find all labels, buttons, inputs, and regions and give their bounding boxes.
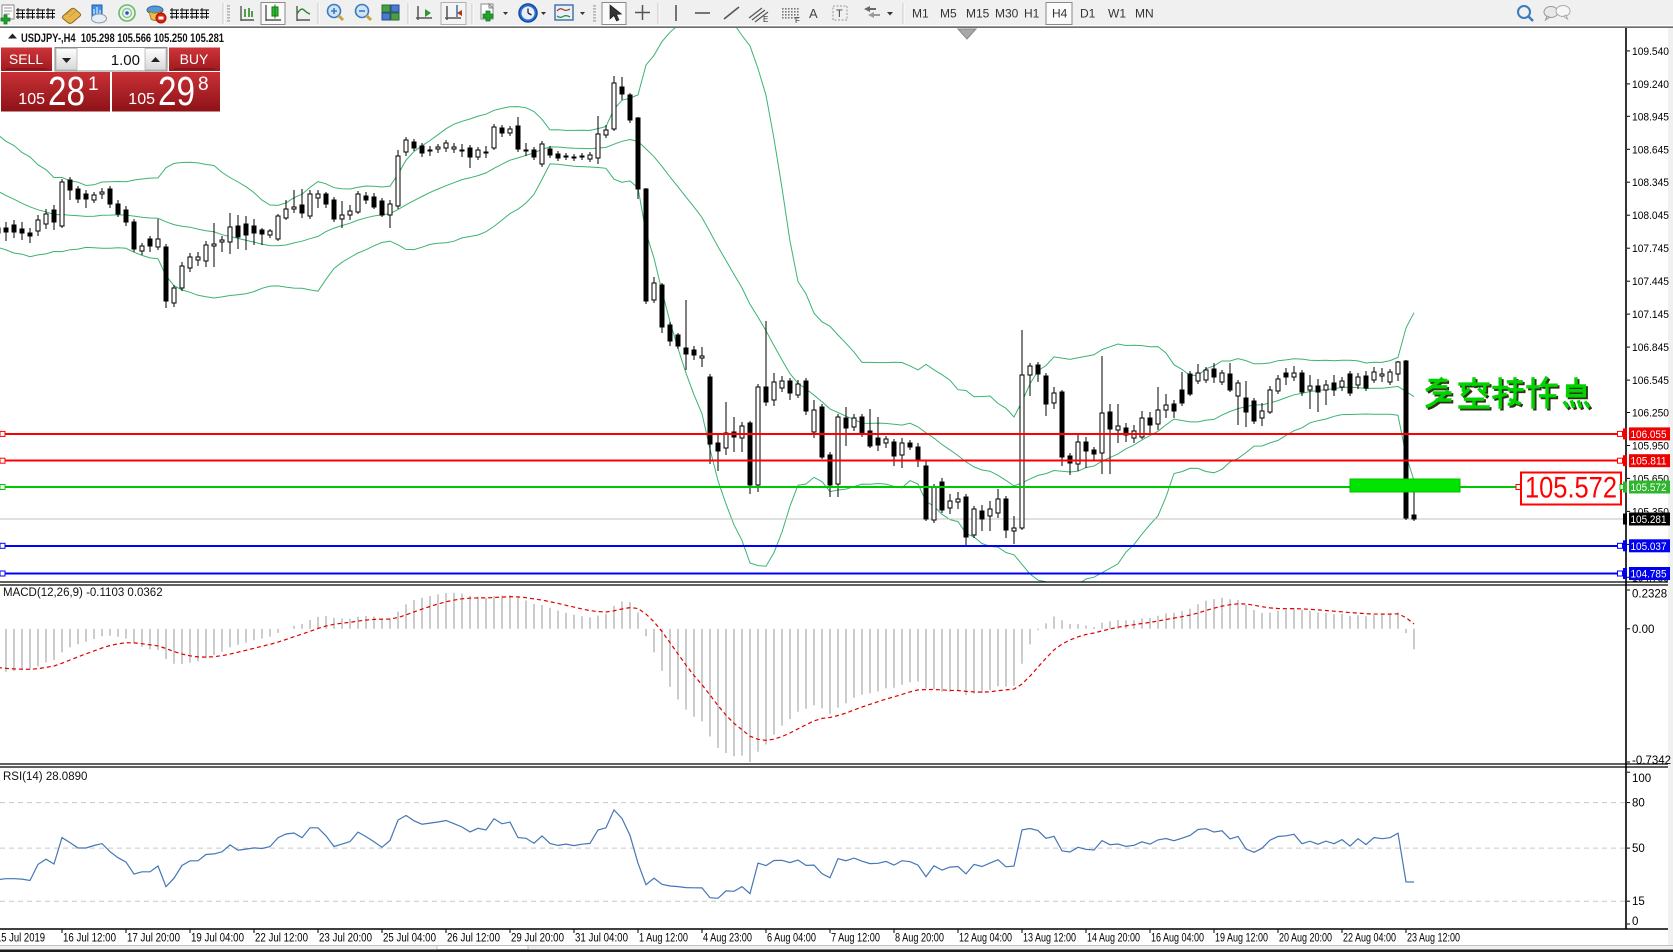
svg-text:107.745: 107.745 — [1632, 243, 1669, 255]
svg-text:MACD(12,26,9) -0.1103 0.0362: MACD(12,26,9) -0.1103 0.0362 — [3, 587, 163, 599]
svg-text:RSI(14) 28.0890: RSI(14) 28.0890 — [3, 771, 87, 783]
svg-text:22 Aug 04:00: 22 Aug 04:00 — [1343, 933, 1396, 945]
svg-text:SELL: SELL — [9, 51, 43, 67]
svg-text:4 Aug 23:00: 4 Aug 23:00 — [703, 933, 752, 945]
svg-text:E: E — [763, 15, 768, 24]
svg-text:105.281: 105.281 — [1631, 514, 1667, 526]
svg-text:A: A — [809, 6, 818, 21]
svg-text:108.345: 108.345 — [1632, 177, 1669, 189]
svg-text:1 Aug 12:00: 1 Aug 12:00 — [639, 933, 688, 945]
svg-text:M30: M30 — [995, 7, 1019, 21]
svg-text:8: 8 — [198, 74, 209, 95]
svg-text:M15: M15 — [966, 7, 990, 21]
svg-text:29: 29 — [158, 68, 195, 114]
svg-text:16 Aug 04:00: 16 Aug 04:00 — [1151, 933, 1204, 945]
svg-text:15: 15 — [1632, 896, 1645, 908]
svg-text:W1: W1 — [1108, 7, 1126, 21]
svg-text:26 Jul 12:00: 26 Jul 12:00 — [447, 933, 500, 945]
svg-text:16 Jul 12:00: 16 Jul 12:00 — [63, 933, 116, 945]
svg-text:106.250: 106.250 — [1632, 408, 1669, 420]
svg-text:1: 1 — [88, 74, 99, 95]
svg-text:F: F — [795, 16, 800, 25]
svg-text:14 Aug 20:00: 14 Aug 20:00 — [1087, 933, 1140, 945]
svg-text:23 Jul 20:00: 23 Jul 20:00 — [319, 933, 372, 945]
svg-text:105: 105 — [128, 91, 155, 108]
svg-text:105.811: 105.811 — [1631, 456, 1667, 468]
svg-text:20 Aug 20:00: 20 Aug 20:00 — [1279, 933, 1332, 945]
svg-text:29 Jul 20:00: 29 Jul 20:00 — [511, 933, 564, 945]
svg-text:1.00: 1.00 — [111, 52, 140, 69]
svg-text:19 Jul 04:00: 19 Jul 04:00 — [191, 933, 244, 945]
svg-text:22 Jul 12:00: 22 Jul 12:00 — [255, 933, 308, 945]
svg-text:107.445: 107.445 — [1632, 276, 1669, 288]
svg-text:106.055: 106.055 — [1631, 429, 1667, 441]
svg-text:MN: MN — [1135, 7, 1154, 21]
svg-text:6 Aug 04:00: 6 Aug 04:00 — [767, 933, 816, 945]
svg-text:105.572: 105.572 — [1525, 472, 1617, 505]
svg-text:105.572: 105.572 — [1631, 482, 1667, 494]
svg-text:7 Aug 12:00: 7 Aug 12:00 — [831, 933, 880, 945]
svg-text:M5: M5 — [940, 7, 957, 21]
svg-text:H1: H1 — [1024, 7, 1040, 21]
svg-text:T: T — [836, 8, 843, 20]
svg-text:8 Aug 20:00: 8 Aug 20:00 — [895, 933, 944, 945]
svg-text:25 Jul 04:00: 25 Jul 04:00 — [383, 933, 436, 945]
svg-text:80: 80 — [1632, 798, 1645, 810]
svg-text:108.045: 108.045 — [1632, 210, 1669, 222]
svg-text:106.545: 106.545 — [1632, 375, 1669, 387]
svg-text:50: 50 — [1632, 843, 1645, 855]
svg-text:-0.7342: -0.7342 — [1632, 755, 1671, 767]
svg-text:D1: D1 — [1080, 7, 1096, 21]
svg-text:31 Jul 04:00: 31 Jul 04:00 — [575, 933, 628, 945]
svg-text:104.785: 104.785 — [1631, 569, 1667, 581]
svg-text:0.00: 0.00 — [1632, 624, 1654, 636]
svg-text:BUY: BUY — [180, 51, 209, 67]
svg-text:108.945: 108.945 — [1632, 111, 1669, 123]
svg-text:106.845: 106.845 — [1632, 342, 1669, 354]
svg-text:15 Jul 2019: 15 Jul 2019 — [0, 933, 45, 945]
svg-text:19 Aug 12:00: 19 Aug 12:00 — [1215, 933, 1268, 945]
svg-text:105.950: 105.950 — [1632, 441, 1669, 453]
svg-text:109.240: 109.240 — [1632, 79, 1669, 91]
svg-text:USDJPY-,H4 105.298 105.566 10: USDJPY-,H4 105.298 105.566 105.250 105.2… — [21, 33, 224, 45]
svg-text:0: 0 — [1632, 916, 1638, 928]
svg-text:H4: H4 — [1052, 7, 1068, 21]
svg-text:17 Jul 20:00: 17 Jul 20:00 — [127, 933, 180, 945]
svg-text:109.540: 109.540 — [1632, 46, 1669, 58]
svg-text:105.037: 105.037 — [1631, 541, 1667, 553]
svg-text:100: 100 — [1632, 773, 1651, 785]
svg-text:0.2328: 0.2328 — [1632, 589, 1667, 601]
svg-text:23 Aug 12:00: 23 Aug 12:00 — [1407, 933, 1460, 945]
svg-text:28: 28 — [48, 68, 85, 114]
svg-text:M1: M1 — [912, 7, 929, 21]
svg-text:108.645: 108.645 — [1632, 144, 1669, 156]
svg-text:105: 105 — [18, 91, 45, 108]
svg-text:12 Aug 04:00: 12 Aug 04:00 — [959, 933, 1012, 945]
svg-text:107.145: 107.145 — [1632, 309, 1669, 321]
svg-text:13 Aug 12:00: 13 Aug 12:00 — [1023, 933, 1076, 945]
